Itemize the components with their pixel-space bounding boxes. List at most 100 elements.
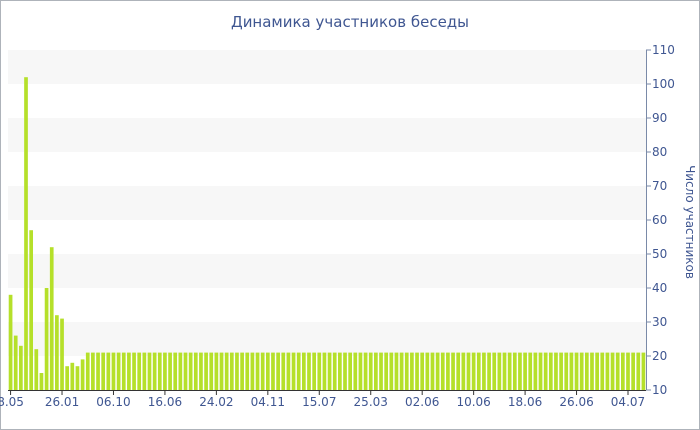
bar [265, 352, 270, 390]
bar [497, 352, 502, 390]
bar [29, 230, 34, 390]
y-tick-label: 70 [652, 179, 667, 193]
bar [600, 352, 605, 390]
bar [178, 352, 183, 390]
bar [260, 352, 265, 390]
y-tick-label: 60 [652, 213, 667, 227]
bar [101, 352, 106, 390]
bar [590, 352, 594, 390]
x-tick-label: 10.06 [456, 395, 490, 409]
grid-band [8, 50, 646, 84]
bar [451, 352, 455, 390]
bar [584, 352, 589, 390]
bar [533, 352, 538, 390]
bar [476, 352, 481, 390]
bar [348, 352, 353, 390]
bar [224, 352, 229, 390]
bar [641, 352, 646, 390]
grid-bands [8, 50, 646, 356]
bar [60, 318, 64, 390]
y-tick-label: 90 [652, 111, 667, 125]
bar [384, 352, 389, 390]
bar [219, 352, 224, 390]
bar [554, 352, 558, 390]
bar [512, 352, 517, 390]
bar [507, 352, 512, 390]
bar [626, 352, 630, 390]
x-tick-label: 02.06 [405, 395, 439, 409]
bar [631, 352, 635, 390]
y-tick-label: 20 [652, 349, 667, 363]
bar [307, 352, 311, 390]
bar [404, 352, 409, 390]
bar [579, 352, 584, 390]
bar [615, 352, 620, 390]
x-tick-label: 18.06 [508, 395, 542, 409]
bar [296, 352, 301, 390]
y-tick-label: 80 [652, 145, 667, 159]
x-tick-label: 25.03 [354, 395, 388, 409]
bar [204, 352, 208, 390]
grid-band [8, 322, 646, 356]
bar [183, 352, 188, 390]
bar [75, 366, 80, 390]
bar [528, 352, 533, 390]
bar [229, 352, 234, 390]
bar [281, 352, 286, 390]
bar [595, 352, 599, 390]
bar [430, 352, 435, 390]
bar [564, 352, 569, 390]
bar [116, 352, 121, 390]
bar [214, 352, 219, 390]
bar [199, 352, 203, 390]
x-tick-label: 24.02 [199, 395, 233, 409]
bar [19, 345, 23, 390]
bar [502, 352, 507, 390]
y-tick-label: 110 [652, 43, 675, 57]
bar [286, 352, 291, 390]
bar [85, 352, 90, 390]
bar [157, 352, 162, 390]
bar [338, 352, 342, 390]
bar [188, 352, 193, 390]
bar [193, 352, 198, 390]
bar [137, 352, 142, 390]
bar [121, 352, 126, 390]
bar [91, 352, 95, 390]
bar [482, 352, 486, 390]
bar [394, 352, 399, 390]
bar [111, 352, 116, 390]
bar [34, 349, 39, 390]
bar [446, 352, 450, 390]
bar [55, 315, 59, 390]
bar [322, 352, 327, 390]
bar [399, 352, 404, 390]
x-tick-label: 15.07 [302, 395, 336, 409]
grid-band [8, 118, 646, 152]
y-tick-label: 40 [652, 281, 667, 295]
bar [106, 352, 111, 390]
y-tick-label: 30 [652, 315, 667, 329]
bar [492, 352, 497, 390]
bar [487, 352, 491, 390]
bar [379, 352, 383, 390]
bar [245, 352, 250, 390]
bar [363, 352, 368, 390]
y-tick-label: 50 [652, 247, 667, 261]
bar [548, 352, 553, 390]
bar [24, 77, 28, 390]
y-tick-label: 10 [652, 383, 667, 397]
bar [127, 352, 131, 390]
bar [70, 362, 75, 390]
x-tick-label: 8.05 [0, 395, 24, 409]
bar [250, 352, 255, 390]
bar [435, 352, 440, 390]
bar [80, 359, 85, 390]
bar [332, 352, 337, 390]
bar [456, 352, 461, 390]
bar [8, 294, 13, 390]
y-tick-labels: 10 20 30 40 50 60 70 80 90 100 110 [646, 43, 675, 397]
bar [569, 352, 574, 390]
x-tick-label: 04.11 [251, 395, 285, 409]
